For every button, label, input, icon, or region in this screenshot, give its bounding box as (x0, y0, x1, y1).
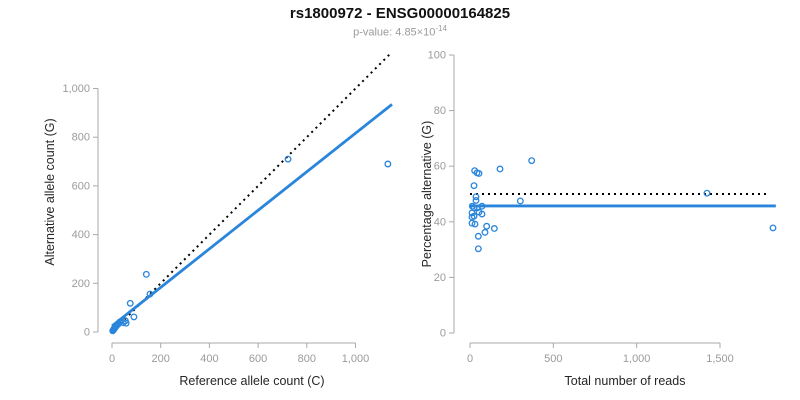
fit-line (111, 103, 393, 328)
data-point (384, 160, 392, 168)
x-tick-label: 600 (249, 353, 267, 365)
x-tick-label: 200 (152, 353, 170, 365)
data-point (142, 270, 150, 278)
data-point (126, 299, 134, 307)
y-tick-label: 60 (434, 161, 446, 173)
y-tick-label: 40 (434, 216, 446, 228)
x-tick-label: 1,500 (706, 353, 734, 365)
y-tick-label: 400 (72, 229, 90, 241)
data-point (284, 155, 292, 163)
data-point (496, 165, 504, 173)
data-point (474, 232, 482, 240)
data-point (146, 290, 154, 298)
x-tick-label: 400 (200, 353, 218, 365)
y-tick-label: 20 (434, 272, 446, 284)
pvalue-text: p-value: 4.85×10 (353, 26, 436, 39)
y-tick-label: 0 (440, 328, 446, 340)
data-point (471, 220, 479, 228)
y-tick-label: 80 (434, 105, 446, 117)
x-tick-label: 1,000 (623, 353, 651, 365)
y-tick-label: 800 (72, 132, 90, 144)
y-tick-label: 600 (72, 180, 90, 192)
pvalue-subtitle: p-value: 4.85×10-14 (0, 24, 800, 39)
data-point (528, 157, 536, 165)
data-point (130, 313, 138, 321)
x-axis-title: Total number of reads (565, 374, 686, 388)
x-tick-label: 1,000 (342, 353, 370, 365)
page-title: rs1800972 - ENSG00000164825 (289, 5, 511, 22)
data-point (122, 319, 130, 327)
panel-percentage-vs-reads: 0 20 40 60 80 100 0 500 1,000 1,500 Total number o… (420, 50, 777, 388)
data-point (475, 169, 483, 177)
data-point (470, 212, 478, 220)
x-tick-label: 0 (467, 353, 473, 365)
data-point (478, 210, 486, 218)
pvalue-exponent: -14 (435, 24, 447, 33)
y-tick-label: 200 (72, 278, 90, 290)
data-point (481, 228, 489, 236)
y-tick-label: 1,000 (62, 83, 90, 95)
x-axis-title: Reference allele count (C) (179, 374, 324, 388)
identity-line (111, 53, 391, 333)
data-point (472, 196, 480, 204)
y-tick-label: 100 (428, 50, 446, 62)
data-point (468, 219, 476, 227)
data-point (490, 225, 498, 232)
y-axis-title: Percentage alternative (G) (420, 121, 434, 268)
data-point (516, 197, 524, 205)
data-point (478, 202, 486, 210)
x-tick-label: 500 (544, 353, 562, 365)
x-tick-label: 0 (109, 353, 115, 365)
data-point (474, 245, 482, 253)
data-point (483, 222, 491, 230)
panel-allele-counts: 0 200 400 600 800 1,000 0 200 400 600 800 1,000 Refe… (43, 53, 393, 388)
data-point (703, 189, 711, 197)
data-point (470, 182, 478, 190)
x-tick-label: 800 (298, 353, 316, 365)
y-tick-label: 0 (84, 327, 90, 339)
y-axis-title: Alternative allele count (G) (43, 118, 57, 265)
data-point (115, 320, 123, 327)
data-point (769, 224, 777, 232)
data-point (472, 193, 480, 201)
